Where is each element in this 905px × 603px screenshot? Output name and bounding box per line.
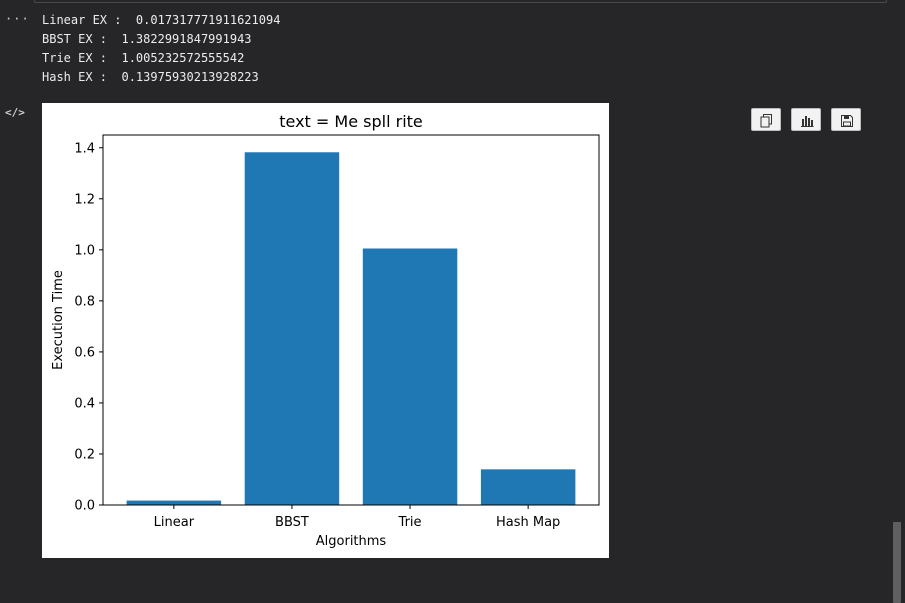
- y-tick-label: 0.6: [74, 345, 95, 360]
- bar-hash-map: [480, 469, 576, 505]
- bar-trie: [362, 248, 458, 505]
- output-line: Linear EX : 0.017317771911621094: [42, 13, 281, 27]
- chart-view-button[interactable]: [791, 108, 821, 131]
- output-line: BBST EX : 1.3822991847991943: [42, 32, 252, 46]
- plot-area-frame: [102, 134, 600, 506]
- save-button[interactable]: [831, 108, 861, 131]
- save-icon: [841, 115, 853, 127]
- plot-output: text = Me spll rite 0.0 0.2 0.4 0.6 0.8 1.0 1.…: [42, 103, 609, 558]
- y-tick-label: 1.0: [74, 243, 95, 258]
- y-tick-label: 0.0: [74, 499, 95, 514]
- vertical-scrollbar[interactable]: [893, 522, 901, 603]
- y-axis-label: Execution Time: [51, 270, 66, 370]
- x-tick-label: Hash Map: [496, 515, 560, 530]
- copy-button[interactable]: [751, 108, 781, 131]
- output-more-icon[interactable]: ···: [5, 12, 30, 26]
- copy-icon: [760, 114, 772, 128]
- y-tick-label: 0.8: [74, 294, 95, 309]
- x-axis-label: Algorithms: [316, 534, 387, 549]
- output-line: Trie EX : 1.005232572555542: [42, 51, 245, 65]
- y-tick-label: 0.2: [74, 447, 95, 462]
- y-tick-label: 1.2: [74, 192, 95, 207]
- y-tick-label: 1.4: [74, 141, 95, 156]
- x-tick-label: Linear: [154, 515, 195, 530]
- bar-bbst: [244, 152, 340, 505]
- x-tick-label: BBST: [275, 515, 309, 530]
- output-line: Hash EX : 0.13975930213928223: [42, 70, 259, 84]
- bar-chart: text = Me spll rite 0.0 0.2 0.4 0.6 0.8 1.0 1.…: [51, 112, 600, 549]
- bar-linear: [126, 500, 222, 505]
- cell-output-text: Linear EX : 0.017317771911621094 BBST EX…: [42, 11, 280, 87]
- cell-border: [34, 0, 887, 3]
- y-tick-label: 0.4: [74, 396, 95, 411]
- x-tick-label: Trie: [398, 515, 422, 530]
- bar-chart-icon: [801, 116, 814, 127]
- code-icon[interactable]: </>: [5, 106, 25, 119]
- chart-title: text = Me spll rite: [279, 112, 423, 131]
